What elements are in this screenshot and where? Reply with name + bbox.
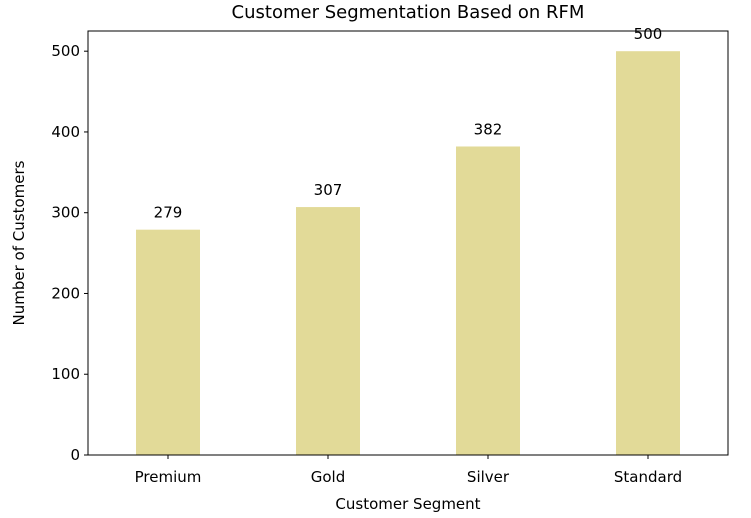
y-tick-label: 0 <box>70 446 80 464</box>
data-label-standard: 500 <box>634 25 663 43</box>
y-tick-label: 100 <box>51 365 80 383</box>
plot-frame <box>87 30 729 456</box>
x-tick-label: Gold <box>311 468 346 486</box>
data-label-silver: 382 <box>474 120 503 138</box>
x-tick-label: Premium <box>135 468 202 486</box>
bars-group: 279 307 382 500 <box>136 25 680 456</box>
bar-gold <box>296 207 360 455</box>
y-tick-label: 500 <box>51 42 80 60</box>
bar-standard <box>616 51 680 455</box>
y-axis-label: Number of Customers <box>10 160 28 325</box>
bar-premium <box>136 229 200 455</box>
data-label-gold: 307 <box>314 181 343 199</box>
bar-silver <box>456 146 520 456</box>
chart-title: Customer Segmentation Based on RFM <box>232 2 585 23</box>
y-axis-ticks: 0 100 200 300 400 500 <box>51 42 88 464</box>
x-tick-label: Silver <box>467 468 510 486</box>
x-axis-label: Customer Segment <box>335 495 480 513</box>
x-tick-label: Standard <box>614 468 682 486</box>
y-tick-label: 300 <box>51 204 80 222</box>
data-label-premium: 279 <box>154 204 183 222</box>
y-tick-label: 200 <box>51 284 80 302</box>
y-tick-label: 400 <box>51 123 80 141</box>
x-axis-ticks: Premium Gold Silver Standard <box>135 455 682 486</box>
